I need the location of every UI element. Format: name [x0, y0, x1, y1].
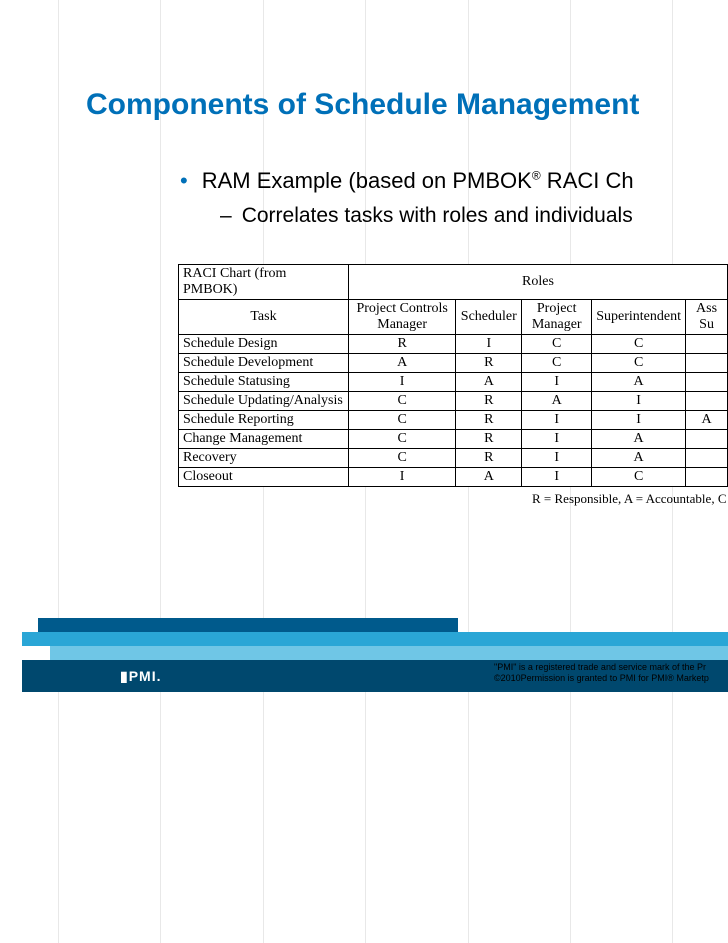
- raci-cell: I: [522, 430, 592, 449]
- table-row: Schedule DevelopmentARCC: [179, 354, 728, 373]
- footer-bar-1: [38, 618, 458, 632]
- roles-header: Roles: [348, 265, 727, 300]
- task-cell: Recovery: [179, 449, 349, 468]
- bullet-1-text: RAM Example (based on PMBOK® RACI Ch: [202, 168, 634, 194]
- raci-cell: I: [522, 411, 592, 430]
- raci-cell: A: [456, 468, 522, 487]
- slide: Components of Schedule Management • RAM …: [0, 0, 728, 507]
- raci-cell: [686, 468, 728, 487]
- table-row: Schedule DesignRICC: [179, 335, 728, 354]
- raci-cell: C: [348, 392, 455, 411]
- raci-cell: A: [592, 373, 686, 392]
- raci-cell: R: [456, 411, 522, 430]
- raci-cell: [686, 430, 728, 449]
- raci-cell: C: [348, 449, 455, 468]
- col-header: Project Controls Manager: [348, 300, 455, 335]
- col-header: Superintendent: [592, 300, 686, 335]
- table-header-row-1: RACI Chart (from PMBOK) Roles: [179, 265, 728, 300]
- raci-cell: C: [592, 354, 686, 373]
- slide-title: Components of Schedule Management: [0, 0, 728, 122]
- table-row: Change ManagementCRIA: [179, 430, 728, 449]
- raci-cell: I: [522, 373, 592, 392]
- task-cell: Closeout: [179, 468, 349, 487]
- raci-cell: I: [348, 468, 455, 487]
- sub-bullet-1-text: Correlates tasks with roles and individu…: [242, 204, 633, 228]
- raci-cell: I: [592, 411, 686, 430]
- dash-icon: –: [220, 204, 232, 228]
- raci-cell: I: [522, 449, 592, 468]
- raci-cell: R: [456, 449, 522, 468]
- raci-cell: R: [456, 392, 522, 411]
- bullet-1-pre: RAM Example (based on PMBOK: [202, 168, 532, 193]
- raci-cell: [686, 373, 728, 392]
- raci-cell: R: [348, 335, 455, 354]
- raci-cell: C: [348, 430, 455, 449]
- col-header: Scheduler: [456, 300, 522, 335]
- table-legend: R = Responsible, A = Accountable, C = Co…: [532, 491, 728, 507]
- task-cell: Schedule Statusing: [179, 373, 349, 392]
- footer-bar-3: [50, 646, 728, 660]
- table-row: RecoveryCRIA: [179, 449, 728, 468]
- footer-bar-2: [22, 632, 728, 646]
- bullet-1: • RAM Example (based on PMBOK® RACI Ch: [0, 168, 728, 194]
- task-cell: Schedule Development: [179, 354, 349, 373]
- bullet-1-post: RACI Ch: [541, 168, 634, 193]
- table-header-row-2: Task Project Controls Manager Scheduler …: [179, 300, 728, 335]
- table-row: Schedule Updating/AnalysisCRAI: [179, 392, 728, 411]
- raci-cell: I: [522, 468, 592, 487]
- footer-text-line-1: "PMI" is a registered trade and service …: [494, 662, 709, 673]
- raci-cell: A: [686, 411, 728, 430]
- footer-text: "PMI" is a registered trade and service …: [494, 662, 709, 685]
- raci-cell: R: [456, 430, 522, 449]
- raci-table: RACI Chart (from PMBOK) Roles Task Proje…: [178, 264, 728, 487]
- bullet-dot-icon: •: [180, 170, 188, 192]
- col-header: Ass Su: [686, 300, 728, 335]
- raci-cell: A: [348, 354, 455, 373]
- sub-bullet-1: – Correlates tasks with roles and indivi…: [0, 204, 728, 228]
- raci-cell: [686, 335, 728, 354]
- task-header: Task: [179, 300, 349, 335]
- col-header: Project Manager: [522, 300, 592, 335]
- raci-cell: C: [522, 354, 592, 373]
- raci-cell: [686, 354, 728, 373]
- table-row: Schedule ReportingCRIIA: [179, 411, 728, 430]
- raci-cell: A: [592, 430, 686, 449]
- raci-cell: C: [522, 335, 592, 354]
- raci-cell: I: [592, 392, 686, 411]
- raci-cell: C: [592, 335, 686, 354]
- task-cell: Schedule Updating/Analysis: [179, 392, 349, 411]
- raci-cell: I: [348, 373, 455, 392]
- raci-cell: A: [522, 392, 592, 411]
- raci-table-wrap: RACI Chart (from PMBOK) Roles Task Proje…: [178, 264, 728, 507]
- task-cell: Change Management: [179, 430, 349, 449]
- raci-cell: A: [592, 449, 686, 468]
- footer: ▮PMI. "PMI" is a registered trade and se…: [0, 618, 728, 698]
- raci-cell: I: [456, 335, 522, 354]
- raci-cell: [686, 449, 728, 468]
- table-row: Schedule StatusingIAIA: [179, 373, 728, 392]
- raci-cell: R: [456, 354, 522, 373]
- table-row: CloseoutIAIC: [179, 468, 728, 487]
- raci-cell: C: [592, 468, 686, 487]
- raci-cell: C: [348, 411, 455, 430]
- bullet-1-sup: ®: [532, 169, 541, 183]
- table-corner: RACI Chart (from PMBOK): [179, 265, 349, 300]
- raci-cell: [686, 392, 728, 411]
- raci-cell: A: [456, 373, 522, 392]
- task-cell: Schedule Design: [179, 335, 349, 354]
- pmi-logo: ▮PMI.: [120, 668, 161, 685]
- footer-text-line-2: ©2010Permission is granted to PMI for PM…: [494, 673, 709, 684]
- task-cell: Schedule Reporting: [179, 411, 349, 430]
